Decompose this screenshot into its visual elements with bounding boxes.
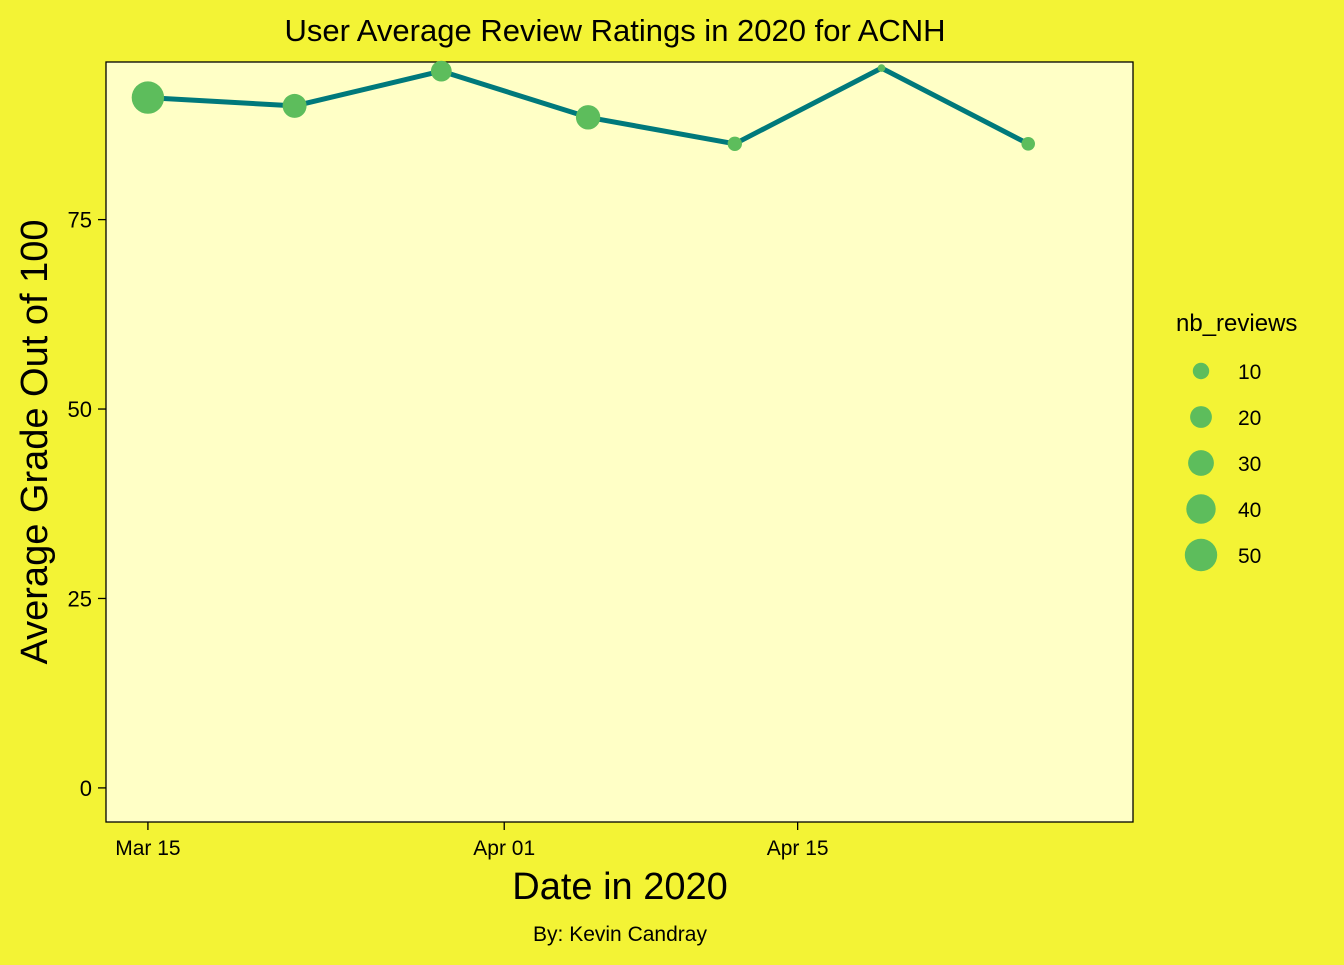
legend-label: 40 bbox=[1238, 499, 1261, 522]
y-tick-label: 25 bbox=[68, 586, 92, 611]
data-point bbox=[727, 136, 742, 151]
point-layer bbox=[131, 60, 1035, 151]
legend-items: 10 20 30 40 50 bbox=[1184, 361, 1261, 572]
data-point bbox=[575, 105, 601, 130]
legend-key bbox=[1184, 538, 1218, 572]
legend-label: 50 bbox=[1238, 545, 1261, 568]
data-point bbox=[1021, 137, 1035, 151]
legend-key bbox=[1190, 406, 1212, 428]
size-legend: nb_reviews 10 20 30 40 50 bbox=[1176, 310, 1297, 572]
legend-key bbox=[1186, 494, 1216, 524]
legend-label: 30 bbox=[1238, 453, 1261, 476]
x-tick-label: Apr 15 bbox=[767, 837, 829, 860]
y-tick-label: 0 bbox=[80, 776, 92, 801]
data-point bbox=[131, 81, 165, 114]
y-tick-label: 50 bbox=[68, 397, 92, 422]
legend-label: 20 bbox=[1238, 407, 1261, 430]
plot-panel bbox=[105, 61, 1134, 823]
legend-key bbox=[1188, 450, 1214, 476]
y-axis-label: Average Grade Out of 100 bbox=[14, 219, 56, 664]
x-axis: Mar 15 Apr 01 Apr 15 bbox=[115, 822, 829, 860]
data-point bbox=[282, 93, 307, 118]
legend-label: 10 bbox=[1238, 361, 1261, 384]
x-axis-label: Date in 2020 bbox=[512, 866, 728, 908]
y-axis: 0 25 50 75 bbox=[68, 208, 106, 801]
chart-title: User Average Review Ratings in 2020 for … bbox=[284, 13, 945, 48]
legend-title: nb_reviews bbox=[1176, 310, 1297, 337]
caption: By: Kevin Candray bbox=[533, 923, 707, 946]
x-tick-label: Apr 01 bbox=[473, 837, 535, 860]
y-tick-label: 75 bbox=[68, 208, 92, 233]
data-point bbox=[430, 60, 452, 82]
data-point bbox=[877, 64, 886, 72]
legend-key bbox=[1192, 362, 1210, 380]
x-tick-label: Mar 15 bbox=[115, 837, 180, 860]
